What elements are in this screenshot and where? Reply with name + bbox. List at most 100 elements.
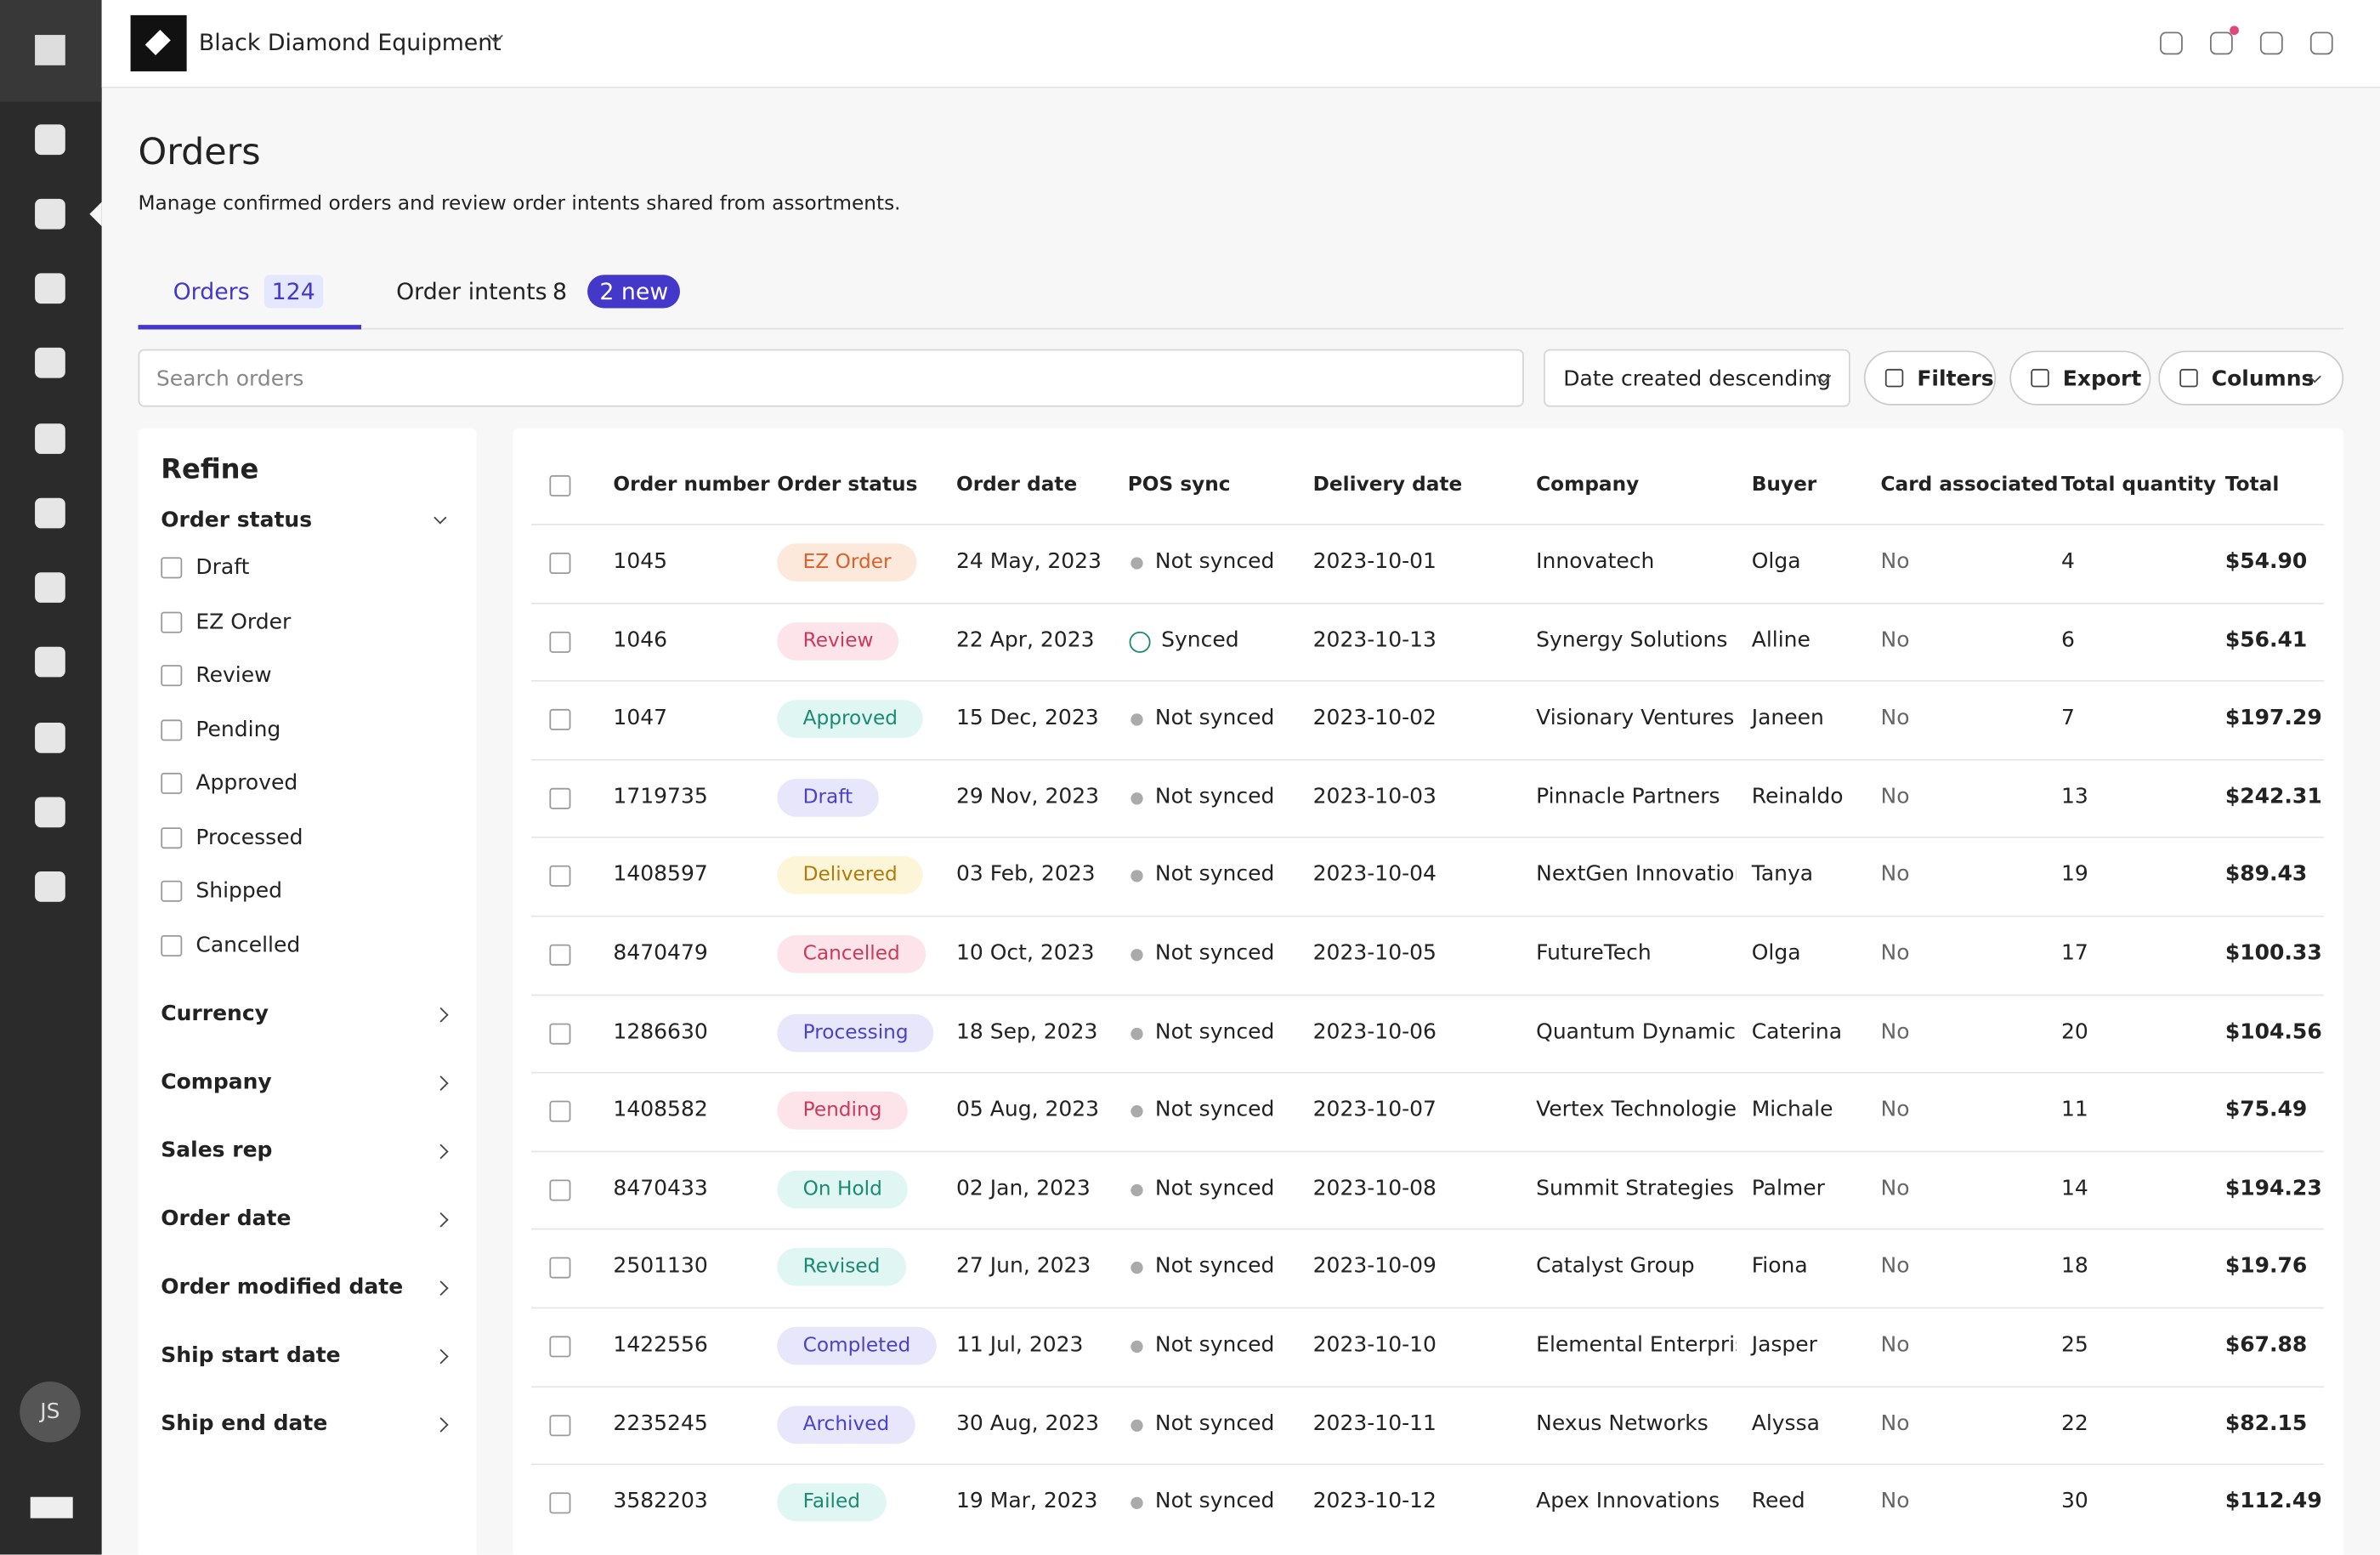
apps-icon[interactable] — [35, 35, 65, 65]
filter-section[interactable]: Order modified date — [161, 1274, 404, 1300]
status-checkbox[interactable] — [161, 772, 183, 794]
row-checkbox[interactable] — [549, 1257, 571, 1280]
nav-icon[interactable] — [35, 797, 65, 828]
status-option[interactable]: Approved — [196, 771, 298, 796]
status-pill: EZ Order — [777, 543, 917, 582]
cell[interactable]: 1719735 — [613, 784, 708, 809]
cell[interactable]: 1408597 — [613, 862, 708, 888]
filter-section[interactable]: Ship start date — [161, 1343, 341, 1368]
top-icon[interactable] — [2309, 31, 2333, 55]
status-option[interactable]: Review — [196, 663, 272, 688]
top-icon[interactable] — [2259, 31, 2283, 55]
row-checkbox[interactable] — [549, 1492, 571, 1514]
row-checkbox[interactable] — [549, 944, 571, 966]
nav-icon[interactable] — [35, 124, 65, 156]
cell[interactable]: 1422556 — [613, 1332, 708, 1358]
select-all-checkbox[interactable] — [549, 474, 571, 497]
row-checkbox[interactable] — [549, 1336, 571, 1358]
top-icon[interactable] — [2160, 31, 2183, 55]
toolbar-button[interactable]: Export — [2009, 350, 2151, 406]
column-header[interactable]: Order date — [955, 474, 1078, 497]
expand-caret[interactable] — [433, 1417, 449, 1433]
filter-section[interactable]: Order date — [161, 1206, 292, 1232]
tab-label[interactable]: Order intents — [396, 277, 547, 305]
sort-select[interactable]: Date created descending — [1544, 349, 1850, 407]
column-header[interactable]: Order status — [777, 474, 918, 497]
status-option[interactable]: Shipped — [196, 878, 283, 904]
search-box[interactable]: Search orders — [138, 349, 1524, 407]
nav-icon[interactable] — [35, 722, 65, 753]
status-checkbox[interactable] — [161, 665, 183, 687]
column-header[interactable]: Order number — [613, 474, 770, 497]
top-icon[interactable] — [2209, 31, 2233, 55]
row-checkbox[interactable] — [549, 865, 571, 888]
expand-caret[interactable] — [433, 1144, 449, 1160]
nav-icon[interactable] — [35, 646, 65, 678]
row-checkbox[interactable] — [549, 709, 571, 731]
brand-name[interactable]: Black Diamond Equipment — [198, 28, 502, 57]
column-header[interactable]: POS sync — [1127, 474, 1231, 497]
row-checkbox[interactable] — [549, 1100, 571, 1122]
cell[interactable]: 1408582 — [613, 1098, 708, 1122]
row-checkbox[interactable] — [549, 1414, 571, 1436]
column-header[interactable]: Total quantity — [2060, 474, 2217, 497]
row-checkbox[interactable] — [549, 1022, 571, 1044]
status-checkbox[interactable] — [161, 557, 183, 579]
toolbar-button[interactable]: Filters — [1863, 350, 1997, 406]
cell[interactable]: 2235245 — [613, 1410, 708, 1436]
status-option[interactable]: EZ Order — [196, 609, 292, 634]
avatar[interactable]: JS — [20, 1381, 81, 1443]
nav-icon[interactable] — [35, 423, 65, 454]
filter-section[interactable]: Sales rep — [161, 1138, 273, 1163]
column-header[interactable]: Buyer — [1751, 474, 1817, 497]
cell[interactable]: 1045 — [613, 549, 668, 574]
status-checkbox[interactable] — [161, 880, 183, 902]
status-option[interactable]: Cancelled — [196, 933, 301, 957]
row-checkbox[interactable] — [549, 631, 571, 653]
cell: 2023-10-11 — [1312, 1410, 1436, 1436]
expand-caret[interactable] — [433, 1348, 449, 1365]
filter-heading[interactable]: Order status — [161, 508, 313, 533]
cell[interactable]: 8470479 — [613, 941, 708, 966]
cell: Summit Strategies — [1536, 1176, 1734, 1201]
column-header[interactable]: Card associated — [1880, 474, 2059, 497]
status-checkbox[interactable] — [161, 610, 183, 633]
expand-caret[interactable] — [433, 1212, 449, 1228]
filter-section[interactable]: Currency — [161, 1002, 269, 1027]
status-option[interactable]: Draft — [196, 555, 250, 581]
status-option[interactable]: Processed — [196, 825, 303, 850]
nav-icon[interactable] — [35, 497, 65, 529]
collapse-caret[interactable] — [434, 511, 447, 525]
cell[interactable]: 1047 — [613, 706, 668, 731]
nav-icon[interactable] — [35, 273, 65, 304]
row-checkbox[interactable] — [549, 552, 571, 574]
row-checkbox[interactable] — [549, 1179, 571, 1201]
expand-caret[interactable] — [433, 1075, 449, 1091]
nav-icon[interactable] — [35, 198, 65, 230]
cell[interactable]: 1286630 — [613, 1019, 708, 1044]
order-total: $112.49 — [2224, 1490, 2322, 1514]
nav-icon[interactable] — [35, 347, 65, 378]
pos-sync: Not synced — [1154, 1332, 1275, 1358]
nav-icon[interactable] — [35, 572, 65, 603]
column-header[interactable]: Total — [2224, 474, 2280, 497]
column-header[interactable]: Delivery date — [1312, 474, 1463, 497]
status-checkbox[interactable] — [161, 718, 183, 741]
expand-caret[interactable] — [433, 1007, 449, 1023]
row-checkbox[interactable] — [549, 787, 571, 809]
column-header[interactable]: Company — [1536, 474, 1640, 497]
status-option[interactable]: Pending — [196, 717, 281, 742]
expand-caret[interactable] — [433, 1280, 449, 1297]
cell[interactable]: 2501130 — [613, 1254, 708, 1280]
nav-icon[interactable] — [35, 871, 65, 902]
filter-section[interactable]: Company — [161, 1070, 272, 1095]
cell[interactable]: 1046 — [613, 627, 668, 653]
cell: 11 Jul, 2023 — [955, 1332, 1084, 1358]
status-checkbox[interactable] — [161, 826, 183, 848]
status-checkbox[interactable] — [161, 934, 183, 956]
filter-section[interactable]: Ship end date — [161, 1411, 328, 1437]
tab-label[interactable]: Orders — [173, 277, 250, 305]
cell[interactable]: 8470433 — [613, 1176, 708, 1201]
cell[interactable]: 3582203 — [613, 1490, 708, 1514]
toolbar-button[interactable]: Columns — [2158, 350, 2344, 406]
